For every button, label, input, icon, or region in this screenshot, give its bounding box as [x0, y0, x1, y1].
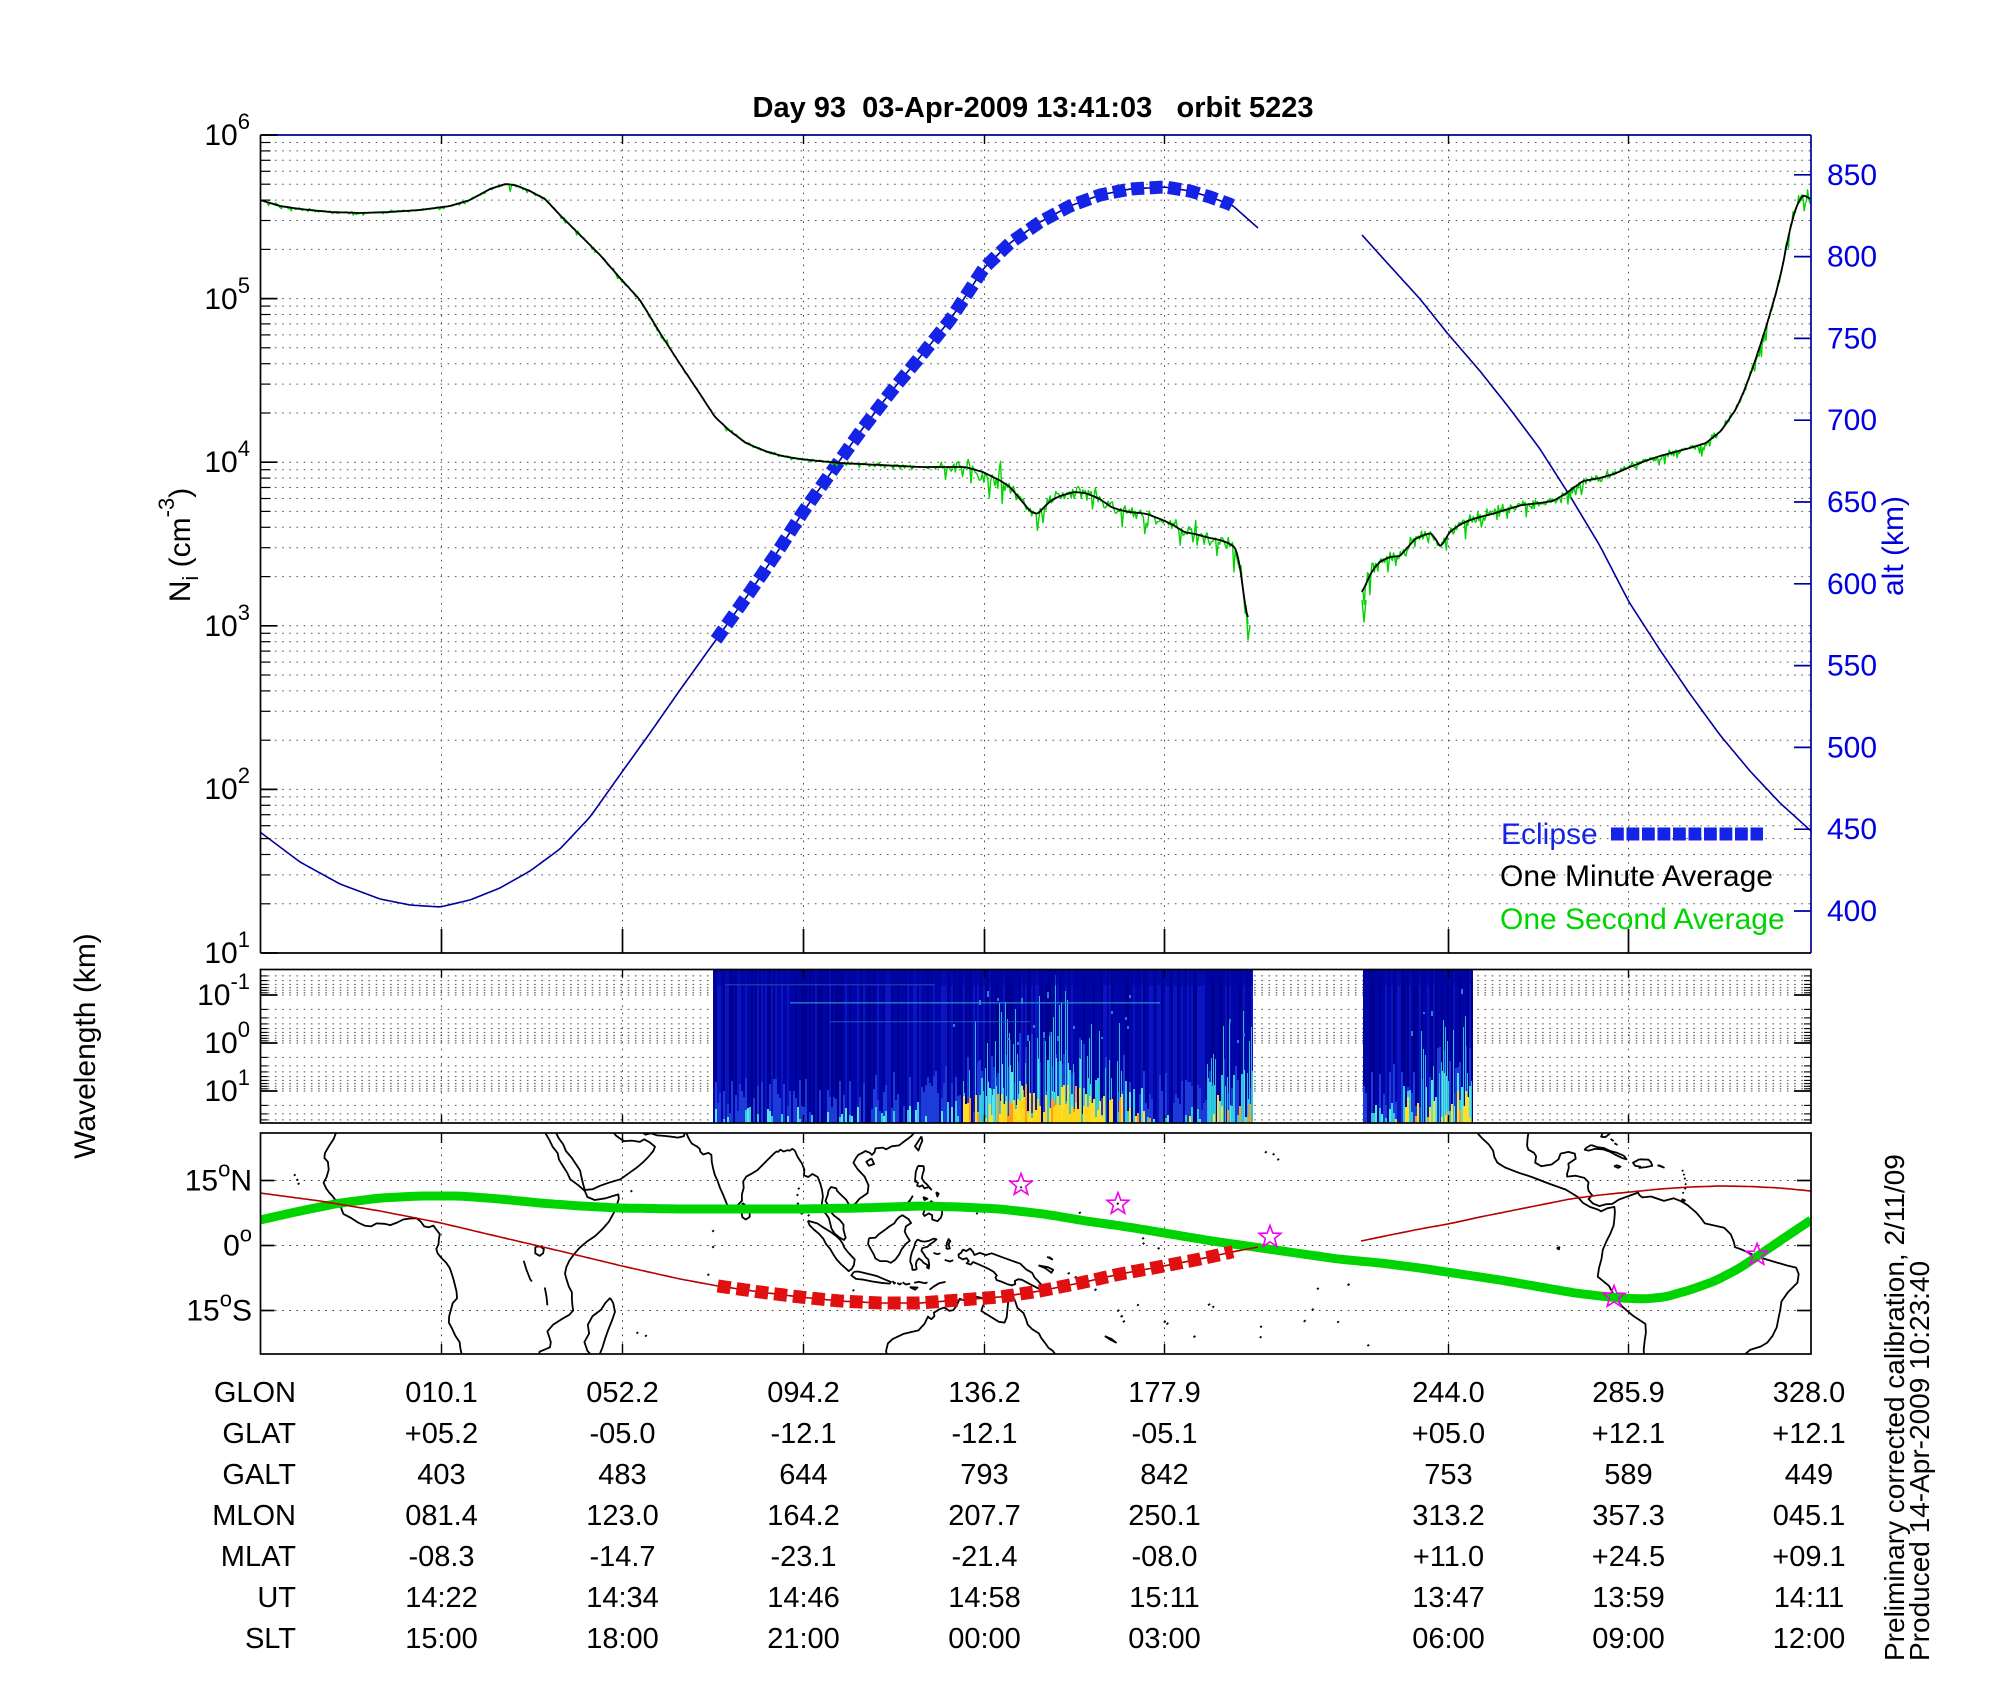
- svg-text:-21.4: -21.4: [951, 1541, 1017, 1573]
- svg-text:045.1: 045.1: [1773, 1500, 1846, 1532]
- svg-text:+12.1: +12.1: [1772, 1418, 1845, 1450]
- svg-text:483: 483: [598, 1459, 646, 1491]
- svg-text:-12.1: -12.1: [770, 1418, 836, 1450]
- svg-text:14:11: 14:11: [1774, 1582, 1844, 1614]
- svg-text:450: 450: [1827, 813, 1877, 846]
- svg-text:644: 644: [779, 1459, 827, 1491]
- svg-text:+12.1: +12.1: [1592, 1418, 1665, 1450]
- svg-text:207.7: 207.7: [948, 1500, 1021, 1532]
- svg-text:Wavelength (km): Wavelength (km): [69, 933, 102, 1159]
- svg-text:010.1: 010.1: [405, 1377, 478, 1409]
- svg-text:403: 403: [417, 1459, 465, 1491]
- svg-text:-23.1: -23.1: [770, 1541, 836, 1573]
- svg-text:+05.2: +05.2: [405, 1418, 478, 1450]
- svg-text:14:34: 14:34: [586, 1582, 659, 1614]
- svg-text:alt (km): alt (km): [1877, 496, 1910, 596]
- svg-text:UT: UT: [257, 1582, 296, 1614]
- svg-text:12:00: 12:00: [1773, 1623, 1846, 1655]
- svg-text:094.2: 094.2: [767, 1377, 840, 1409]
- svg-text:GLAT: GLAT: [222, 1418, 296, 1450]
- svg-text:MLON: MLON: [212, 1500, 296, 1532]
- svg-text:793: 793: [960, 1459, 1008, 1491]
- svg-text:-05.1: -05.1: [1131, 1418, 1197, 1450]
- svg-text:06:00: 06:00: [1412, 1623, 1485, 1655]
- svg-text:+09.1: +09.1: [1772, 1541, 1845, 1573]
- svg-text:GALT: GALT: [222, 1459, 296, 1491]
- svg-text:164.2: 164.2: [767, 1500, 840, 1532]
- svg-text:SLT: SLT: [245, 1623, 296, 1655]
- svg-text:-08.3: -08.3: [408, 1541, 474, 1573]
- svg-text:589: 589: [1604, 1459, 1652, 1491]
- svg-text:Preliminary corrected calibrat: Preliminary corrected calibration, 2/11/…: [1879, 1154, 1910, 1661]
- svg-text:03:00: 03:00: [1128, 1623, 1201, 1655]
- svg-text:15:00: 15:00: [405, 1623, 478, 1655]
- svg-text:14:58: 14:58: [948, 1582, 1021, 1614]
- svg-text:21:00: 21:00: [767, 1623, 840, 1655]
- svg-text:123.0: 123.0: [586, 1500, 659, 1532]
- svg-text:+05.0: +05.0: [1412, 1418, 1485, 1450]
- svg-text:753: 753: [1424, 1459, 1472, 1491]
- svg-text:800: 800: [1827, 241, 1877, 274]
- svg-text:-14.7: -14.7: [589, 1541, 655, 1573]
- svg-text:-12.1: -12.1: [951, 1418, 1017, 1450]
- svg-text:00:00: 00:00: [948, 1623, 1021, 1655]
- svg-text:500: 500: [1827, 731, 1877, 764]
- svg-text:Day 93 03-Apr-2009 13:41:03: Day 93 03-Apr-2009 13:41:03 orbit 5223: [753, 92, 1314, 124]
- svg-text:400: 400: [1827, 895, 1877, 928]
- svg-text:One Second Average: One Second Average: [1500, 903, 1785, 936]
- svg-text:244.0: 244.0: [1412, 1377, 1485, 1409]
- svg-text:250.1: 250.1: [1128, 1500, 1201, 1532]
- svg-text:15:11: 15:11: [1129, 1582, 1199, 1614]
- svg-text:14:46: 14:46: [767, 1582, 840, 1614]
- svg-text:09:00: 09:00: [1592, 1623, 1665, 1655]
- svg-text:328.0: 328.0: [1773, 1377, 1846, 1409]
- svg-text:550: 550: [1827, 650, 1877, 683]
- svg-text:136.2: 136.2: [948, 1377, 1021, 1409]
- svg-text:449: 449: [1785, 1459, 1833, 1491]
- svg-text:GLON: GLON: [214, 1377, 296, 1409]
- svg-text:Eclipse: Eclipse: [1501, 818, 1598, 851]
- svg-text:700: 700: [1827, 404, 1877, 437]
- svg-text:13:47: 13:47: [1412, 1582, 1485, 1614]
- svg-text:313.2: 313.2: [1412, 1500, 1485, 1532]
- svg-text:18:00: 18:00: [586, 1623, 659, 1655]
- svg-text:285.9: 285.9: [1592, 1377, 1665, 1409]
- svg-text:-05.0: -05.0: [589, 1418, 655, 1450]
- svg-text:14:22: 14:22: [405, 1582, 478, 1614]
- svg-text:842: 842: [1140, 1459, 1188, 1491]
- svg-text:+11.0: +11.0: [1413, 1541, 1484, 1573]
- svg-text:MLAT: MLAT: [221, 1541, 296, 1573]
- svg-text:13:59: 13:59: [1592, 1582, 1665, 1614]
- svg-text:357.3: 357.3: [1592, 1500, 1665, 1532]
- svg-text:081.4: 081.4: [405, 1500, 478, 1532]
- svg-text:177.9: 177.9: [1128, 1377, 1201, 1409]
- svg-text:650: 650: [1827, 486, 1877, 519]
- svg-text:+24.5: +24.5: [1592, 1541, 1665, 1573]
- svg-text:850: 850: [1827, 159, 1877, 192]
- svg-text:052.2: 052.2: [586, 1377, 659, 1409]
- svg-text:600: 600: [1827, 568, 1877, 601]
- svg-text:-08.0: -08.0: [1131, 1541, 1197, 1573]
- svg-text:Produced 14-Apr-2009 10:23:40: Produced 14-Apr-2009 10:23:40: [1904, 1261, 1935, 1661]
- svg-text:750: 750: [1827, 322, 1877, 355]
- svg-text:One Minute Average: One Minute Average: [1500, 860, 1773, 893]
